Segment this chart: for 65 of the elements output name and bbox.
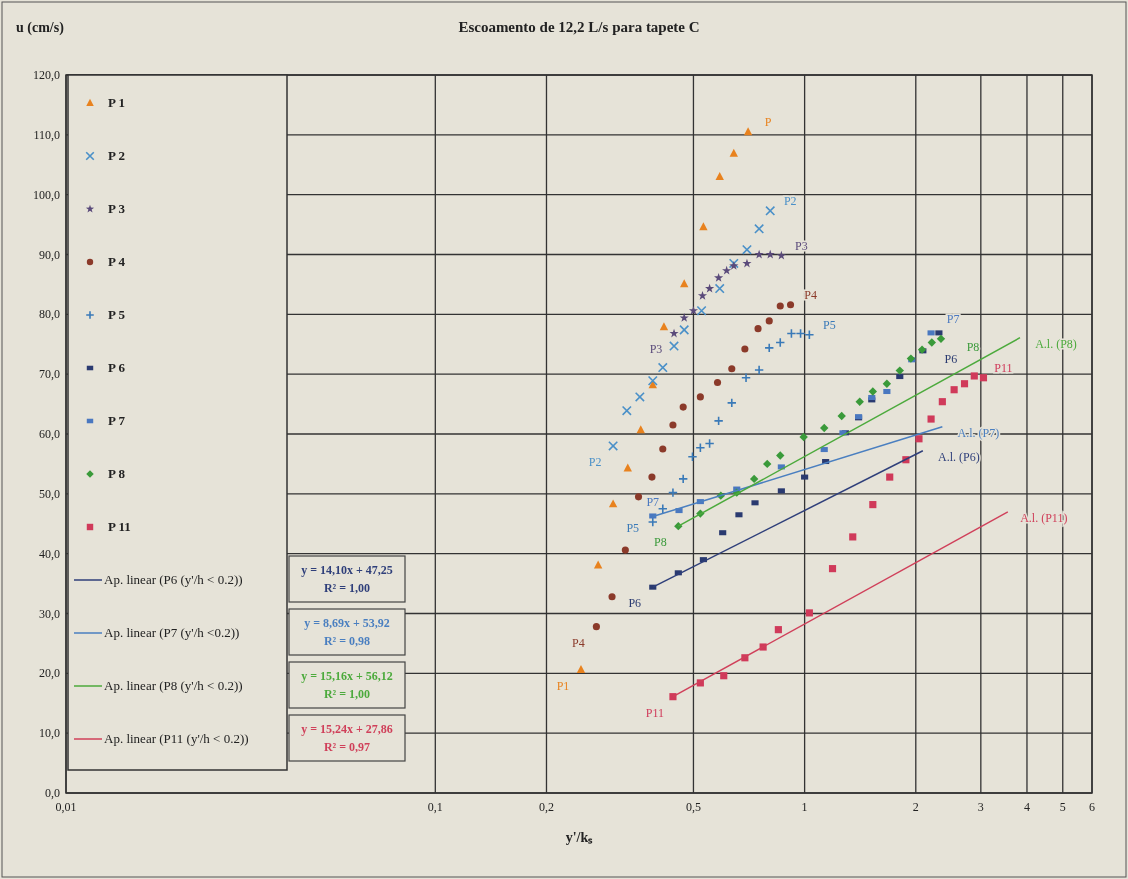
y-tick-label: 110,0 bbox=[33, 127, 60, 142]
annotation: P1 bbox=[556, 678, 570, 693]
legend-label: P 4 bbox=[108, 254, 126, 269]
annotation: P8 bbox=[653, 535, 667, 550]
y-tick-label: 60,0 bbox=[39, 427, 60, 441]
annotation: P bbox=[764, 114, 772, 129]
annotation: P7 bbox=[646, 494, 660, 509]
x-tick-label: 0,1 bbox=[427, 800, 443, 814]
legend-label: P 8 bbox=[108, 466, 126, 481]
annotation: R² = 1,00 bbox=[323, 687, 371, 701]
legend-label: P 2 bbox=[108, 148, 125, 163]
y-tick-label: 40,0 bbox=[39, 546, 60, 561]
annotation: R² = 1,00 bbox=[323, 581, 371, 595]
x-tick-label: 3 bbox=[977, 800, 984, 814]
annotation: P4 bbox=[804, 287, 817, 302]
annotation: P6 bbox=[628, 596, 642, 611]
legend-label: Ap. linear (P11 (y'/h < 0.2)) bbox=[104, 731, 249, 746]
y-tick-label: 20,0 bbox=[39, 666, 60, 681]
annotation: P8 bbox=[966, 339, 980, 354]
annotation: y = 8,69x + 53,92 bbox=[304, 616, 390, 630]
x-tick-label: 0,01 bbox=[55, 800, 77, 814]
annotation: P5 bbox=[626, 520, 640, 535]
legend-label: P 7 bbox=[108, 413, 126, 428]
annotation: P3 bbox=[649, 342, 663, 357]
x-tick-label: 1 bbox=[801, 800, 808, 814]
annotation: P6 bbox=[944, 351, 958, 366]
legend-label: P 11 bbox=[108, 519, 131, 534]
legend-label: Ap. linear (P6 (y'/h < 0.2)) bbox=[104, 572, 243, 587]
legend-label: P 5 bbox=[108, 307, 126, 322]
y-tick-label: 120,0 bbox=[33, 68, 60, 82]
annotation: P2 bbox=[783, 193, 797, 208]
x-tick-label: 4 bbox=[1023, 800, 1030, 814]
annotation: y = 15,24x + 27,86 bbox=[301, 722, 393, 736]
annotation: P2 bbox=[588, 454, 602, 469]
y-tick-label: 0,0 bbox=[45, 786, 60, 800]
annotation: A.l. (P6) bbox=[938, 449, 980, 464]
legend-label: Ap. linear (P7 (y'/h <0.2)) bbox=[104, 625, 240, 640]
x-tick-label: 0,5 bbox=[685, 800, 701, 814]
y-tick-label: 90,0 bbox=[39, 247, 60, 262]
annotation: P7 bbox=[946, 311, 960, 326]
y-axis-title: u (cm/s) bbox=[16, 20, 65, 36]
legend-label: Ap. linear (P8 (y'/h < 0.2)) bbox=[104, 678, 243, 693]
x-tick-label: 6 bbox=[1089, 800, 1095, 814]
y-tick-label: 80,0 bbox=[39, 307, 60, 322]
annotation: R² = 0,98 bbox=[323, 634, 371, 648]
annotation: P4 bbox=[572, 635, 585, 650]
legend-label: P 3 bbox=[108, 201, 126, 216]
legend-label: P 1 bbox=[108, 95, 125, 110]
y-tick-label: 10,0 bbox=[39, 726, 60, 741]
annotation: R² = 0,97 bbox=[323, 740, 371, 754]
y-tick-label: 50,0 bbox=[39, 486, 60, 501]
annotation: y = 15,16x + 56,12 bbox=[301, 669, 393, 683]
legend-label: P 6 bbox=[108, 360, 126, 375]
x-tick-label: 5 bbox=[1059, 800, 1066, 814]
y-tick-label: 30,0 bbox=[39, 606, 60, 621]
x-tick-label: 2 bbox=[912, 800, 919, 814]
annotation: P11 bbox=[645, 705, 665, 720]
y-tick-label: 100,0 bbox=[33, 187, 60, 202]
annotation: y = 14,10x + 47,25 bbox=[301, 563, 393, 577]
annotation: P11 bbox=[994, 360, 1013, 375]
x-tick-label: 0,2 bbox=[538, 800, 554, 814]
annotation: P5 bbox=[823, 317, 836, 332]
chart-title: Escoamento de 12,2 L/s para tapete C bbox=[458, 19, 700, 35]
x-axis-title: y'/kₛ bbox=[565, 830, 594, 845]
y-tick-label: 70,0 bbox=[39, 367, 60, 382]
